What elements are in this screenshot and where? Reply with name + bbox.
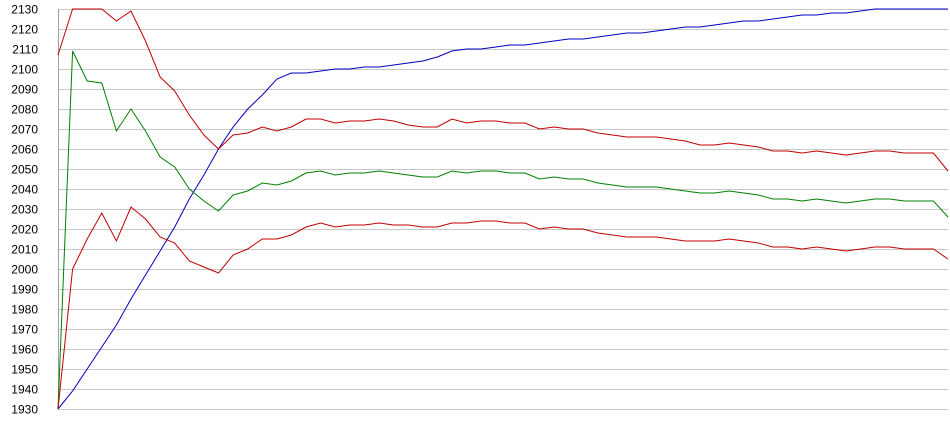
y-tick-label: 1990	[11, 283, 38, 297]
y-tick-label: 2000	[11, 263, 38, 277]
y-tick-label: 2090	[11, 83, 38, 97]
y-tick-label: 2130	[11, 3, 38, 17]
y-tick-label: 1950	[11, 363, 38, 377]
y-tick-label: 2010	[11, 243, 38, 257]
series-lines	[57, 8, 949, 410]
y-tick-label: 2040	[11, 183, 38, 197]
y-tick-label: 2020	[11, 223, 38, 237]
series-line-2	[57, 8, 949, 172]
y-tick-label: 1940	[11, 383, 38, 397]
y-tick-label: 1960	[11, 343, 38, 357]
y-tick-label: 2030	[11, 203, 38, 217]
y-tick-label: 1980	[11, 303, 38, 317]
y-tick-label: 2100	[11, 63, 38, 77]
y-tick-label: 2080	[11, 103, 38, 117]
y-tick-label: 2050	[11, 163, 38, 177]
y-tick-label: 2120	[11, 23, 38, 37]
y-tick-label: 2070	[11, 123, 38, 137]
series-line-4	[57, 206, 949, 410]
series-line-1	[57, 8, 948, 410]
y-tick-label: 1970	[11, 323, 38, 337]
y-tick-label: 2110	[12, 43, 38, 57]
series-line-3	[57, 50, 949, 410]
y-tick-label: 2060	[11, 143, 38, 157]
y-tick-label: 1930	[11, 403, 38, 417]
grid	[58, 9, 948, 410]
y-axis-tick-labels: 1930 1940 1950 1960 1970 1980 1990 2000 2010 2020…	[11, 3, 38, 417]
